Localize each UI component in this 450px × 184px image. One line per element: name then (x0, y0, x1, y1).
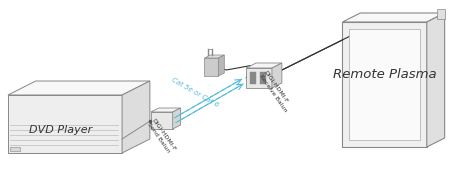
Polygon shape (349, 29, 420, 140)
Polygon shape (204, 55, 224, 58)
Polygon shape (8, 95, 122, 153)
Polygon shape (342, 22, 427, 147)
Polygon shape (260, 72, 266, 84)
Polygon shape (342, 13, 445, 22)
Polygon shape (250, 72, 256, 84)
Polygon shape (10, 147, 20, 151)
Polygon shape (151, 108, 180, 112)
Polygon shape (436, 9, 445, 19)
Polygon shape (427, 13, 445, 147)
Text: Cat 5e or Cat 6: Cat 5e or Cat 6 (171, 77, 220, 108)
Polygon shape (173, 108, 180, 129)
Text: DIGI-HDMI-F
Receive Balun: DIGI-HDMI-F Receive Balun (258, 70, 292, 113)
Polygon shape (8, 81, 150, 95)
Polygon shape (122, 81, 150, 153)
Polygon shape (151, 112, 173, 129)
Polygon shape (272, 63, 282, 88)
Polygon shape (204, 58, 218, 76)
Text: DVD Player: DVD Player (29, 125, 93, 135)
Polygon shape (246, 63, 282, 68)
Text: Remote Plasma: Remote Plasma (333, 68, 436, 81)
Text: DIGI-HDMI-F
Send Balun: DIGI-HDMI-F Send Balun (145, 117, 177, 155)
Polygon shape (246, 68, 272, 88)
Polygon shape (218, 55, 224, 76)
